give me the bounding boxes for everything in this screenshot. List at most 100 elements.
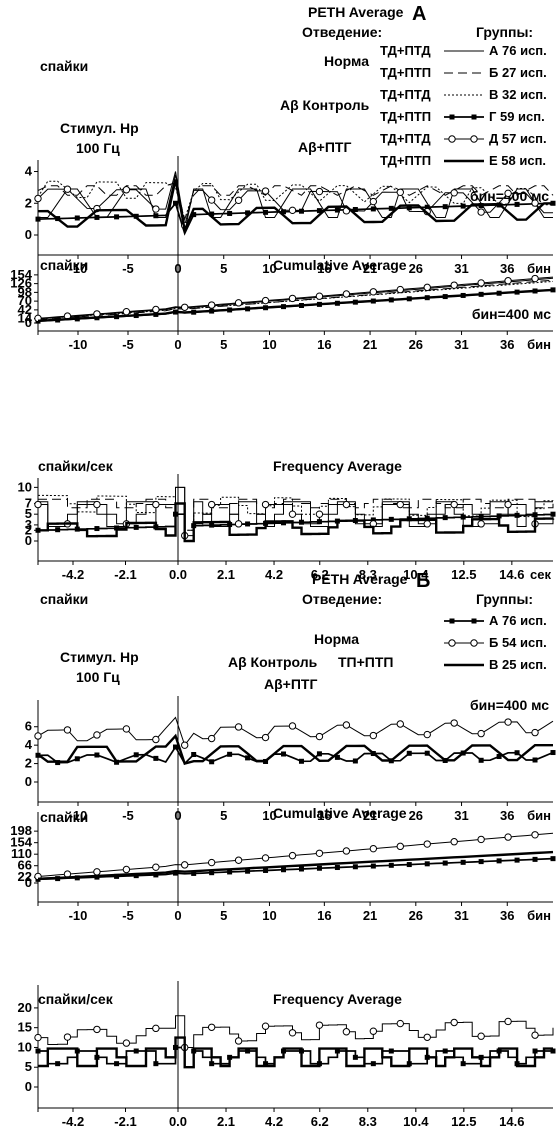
x-tick-label: 31 <box>454 261 468 276</box>
series-point <box>477 729 485 738</box>
series-point <box>316 865 322 871</box>
legend-lead: ТД+ПТП <box>380 153 431 168</box>
section-b-stim-line1: Стимул. Нр <box>60 649 139 665</box>
series-point <box>114 873 120 879</box>
series-point <box>504 1017 512 1026</box>
series-point <box>261 1022 270 1030</box>
series-point <box>406 205 412 211</box>
x-tick-label: 26 <box>409 337 423 352</box>
series-point <box>406 516 412 522</box>
series-point <box>153 1061 159 1067</box>
y-tick-label: 0 <box>25 774 32 789</box>
series-point <box>35 1048 41 1054</box>
series-point <box>315 187 324 196</box>
x-tick-label: 10.4 <box>403 1114 429 1129</box>
series-point <box>152 1024 160 1033</box>
series-point <box>245 210 251 216</box>
legend-lead: ТД+ПТД <box>380 87 431 102</box>
x-tick-label: -5 <box>122 337 134 352</box>
x-tick-label: 2.1 <box>217 1114 235 1129</box>
series-point <box>55 527 61 533</box>
x-tick-label: 10 <box>262 908 276 923</box>
x-tick-label: 6.2 <box>311 1114 329 1129</box>
series-point <box>207 301 216 309</box>
panel-title: Cumulative Average <box>273 805 407 821</box>
legend-marker <box>449 618 455 624</box>
series-point <box>315 292 324 300</box>
series-point <box>34 194 42 203</box>
series-point <box>369 197 378 206</box>
y-tick-label: 5 <box>25 1059 32 1074</box>
y-tick-label: 15 <box>18 1020 32 1035</box>
x-tick-label: 21 <box>363 908 377 923</box>
series-point <box>514 750 520 756</box>
series-point <box>122 865 131 874</box>
series-point <box>94 874 100 880</box>
x-tick-label: -4.2 <box>62 567 84 582</box>
y-tick-label: 42 <box>18 302 32 317</box>
series-point <box>423 840 431 848</box>
legend-entry: А 76 исп. <box>489 613 547 628</box>
x-tick-label: -5 <box>122 261 134 276</box>
legend-marker <box>470 135 478 143</box>
series-point <box>93 868 101 876</box>
x-tick-label: 8.3 <box>359 567 377 582</box>
series-point <box>396 720 404 728</box>
series-point <box>550 511 556 517</box>
series-point <box>122 186 131 194</box>
legend-marker <box>471 618 477 624</box>
series-point <box>352 864 358 870</box>
series-point <box>423 283 431 292</box>
x-tick-label: -2.1 <box>114 567 136 582</box>
x-tick-label: 10 <box>262 261 276 276</box>
section-b-title: PETH Average <box>312 571 408 587</box>
section-a-letter: А <box>412 3 426 25</box>
series-point <box>388 1048 394 1054</box>
x-tick-label: 26 <box>409 261 423 276</box>
y-tick-label: 0 <box>25 227 32 242</box>
series-point <box>342 1028 351 1036</box>
series-point <box>153 872 159 878</box>
series-line <box>37 181 554 221</box>
series-point <box>152 500 160 509</box>
series-point <box>550 750 556 756</box>
series-point <box>180 741 189 749</box>
y-tick-label: 6 <box>25 719 32 734</box>
series-point <box>288 1029 297 1037</box>
series-point <box>504 277 512 285</box>
series-point <box>550 200 556 206</box>
panel-title: Frequency Average <box>273 458 402 474</box>
series-point <box>261 500 270 509</box>
series-point <box>477 279 485 287</box>
series-point <box>504 718 512 726</box>
series-point <box>424 204 430 210</box>
series-point <box>227 751 233 757</box>
x-tick-label: 12.5 <box>451 1114 476 1129</box>
series-point <box>74 215 80 221</box>
y-tick-label: 154 <box>10 267 32 282</box>
y-tick-label: 0 <box>25 315 32 330</box>
series-point <box>114 525 120 531</box>
series-point <box>315 1021 324 1029</box>
series-point <box>450 500 458 509</box>
series-point <box>74 756 80 762</box>
series-point <box>261 733 270 742</box>
series-point <box>263 209 269 215</box>
y-tick-label: 0 <box>25 1079 32 1094</box>
series-point <box>288 722 297 730</box>
panel-y-label: спайки/сек <box>38 458 114 474</box>
series-line <box>37 179 554 235</box>
panel-bin-note: бин=400 мс <box>472 306 551 322</box>
x-unit-label: бин <box>527 808 551 823</box>
series-point <box>133 1048 139 1054</box>
legend-marker <box>471 114 477 120</box>
series-point <box>93 500 101 509</box>
legend-lead: ТД+ПТД <box>380 43 431 58</box>
series-point <box>261 296 270 305</box>
x-tick-label: 31 <box>454 908 468 923</box>
series-point <box>94 752 100 758</box>
series-point <box>173 870 178 876</box>
